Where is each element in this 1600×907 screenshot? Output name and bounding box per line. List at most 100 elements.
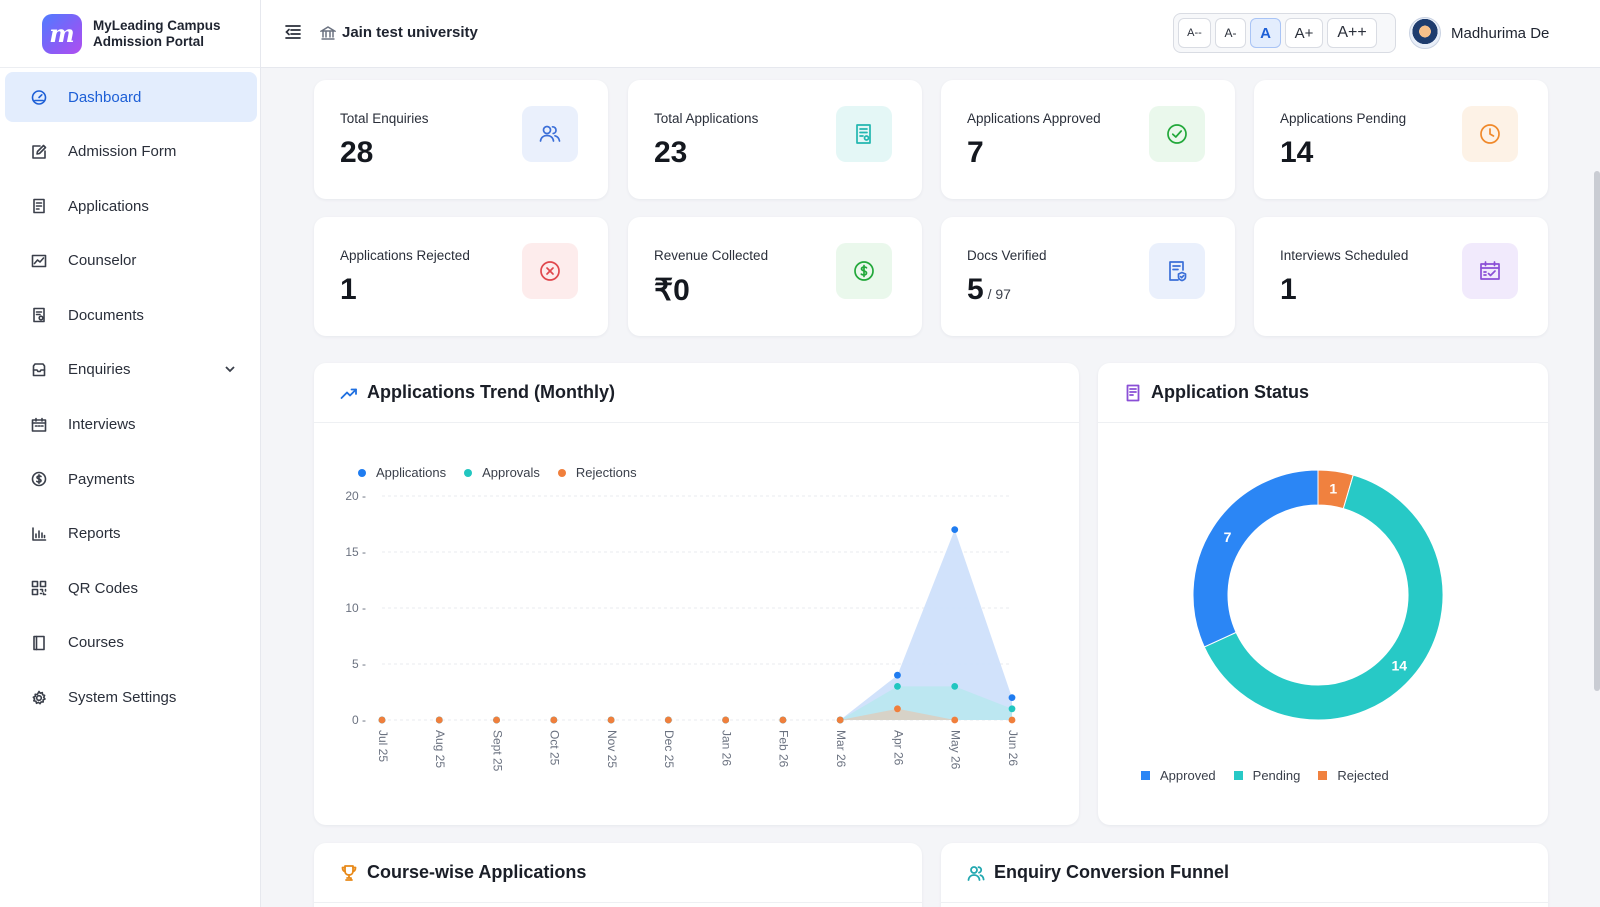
x-tick-label: Jul 25: [376, 730, 390, 762]
sidebar-item-label: System Settings: [68, 689, 177, 707]
legend-approved[interactable]: Approved: [1141, 768, 1216, 783]
legend-label: Rejected: [1337, 768, 1389, 783]
stat-card-total-enquiries[interactable]: Total Enquiries 28: [314, 80, 608, 199]
university-selector[interactable]: Jain test university: [320, 24, 478, 41]
data-point-rejections: [378, 716, 386, 724]
sidebar-item-courses[interactable]: Courses: [5, 618, 257, 668]
panel-title: Applications Trend (Monthly): [367, 382, 615, 402]
legend-swatch: [464, 468, 473, 477]
legend-swatch: [1233, 771, 1243, 780]
sidebar-item-dashboard[interactable]: Dashboard: [5, 72, 257, 122]
legend-applications[interactable]: Applications: [358, 465, 446, 480]
sidebar-item-system-settings[interactable]: System Settings: [5, 673, 257, 723]
legend-label: Rejections: [575, 465, 637, 480]
verified-doc-icon: [1149, 243, 1205, 299]
sidebar-item-admission-form[interactable]: Admission Form: [5, 127, 257, 177]
pie-slice-approved: [1192, 469, 1319, 648]
legend-swatch: [358, 468, 366, 477]
panel-header: Enquiry Conversion Funnel: [941, 843, 1548, 903]
scrollbar-thumb[interactable]: [1594, 171, 1600, 691]
x-circle-icon: [522, 243, 578, 299]
sidebar-item-counselor[interactable]: Counselor: [5, 236, 257, 286]
font-size-default-button[interactable]: A: [1250, 18, 1281, 48]
stat-card-total-applications[interactable]: Total Applications 23: [628, 80, 922, 199]
edit-form-icon: [30, 143, 48, 161]
sidebar-nav: Dashboard Admission Form Applications Co…: [0, 72, 261, 727]
legend-swatch: [1318, 771, 1328, 780]
stat-value: 5 / 97: [967, 273, 1011, 307]
legend-rejected[interactable]: Rejected: [1318, 768, 1389, 783]
sidebar-item-label: Admission Form: [68, 143, 177, 161]
counselor-chart-icon: [30, 252, 48, 270]
stat-label: Docs Verified: [967, 248, 1047, 263]
font-size-largest-button[interactable]: A++: [1327, 18, 1377, 48]
docs-total: / 97: [983, 286, 1011, 302]
sidebar-item-interviews[interactable]: Interviews: [5, 400, 257, 450]
chevron-down-icon[interactable]: [223, 362, 237, 376]
stat-card-applications-approved[interactable]: Applications Approved 7: [941, 80, 1235, 199]
brand-line1: MyLeading Campus: [93, 17, 221, 33]
user-menu[interactable]: Madhurima De: [1409, 17, 1549, 49]
menu-toggle-icon[interactable]: [283, 22, 303, 42]
data-point-applications: [951, 526, 959, 533]
stat-card-docs-verified[interactable]: Docs Verified 5 / 97: [941, 217, 1235, 336]
trend-legend: Applications Approvals Rejections: [358, 465, 637, 480]
docs-verified-count: 5: [967, 273, 984, 306]
x-tick-label: Aug 25: [433, 730, 447, 768]
stat-card-applications-rejected[interactable]: Applications Rejected 1: [314, 217, 608, 336]
sidebar-item-label: Dashboard: [68, 88, 142, 106]
legend-approvals[interactable]: Approvals: [464, 465, 540, 480]
sidebar-item-label: Courses: [68, 634, 124, 652]
brand-logo: m: [42, 13, 82, 54]
stat-value: 28: [340, 136, 374, 169]
brand-name: MyLeading Campus Admission Portal: [93, 18, 221, 50]
pie-slice-pending: [1203, 474, 1444, 721]
stat-value: 23: [654, 136, 688, 169]
x-tick-label: Sept 25: [490, 730, 504, 772]
sidebar-item-applications[interactable]: Applications: [5, 181, 257, 231]
users-icon: [522, 106, 578, 162]
data-point-approvals: [951, 683, 959, 690]
users-icon: [967, 865, 985, 881]
brand-line2: Admission Portal: [93, 33, 205, 49]
sidebar-item-label: Payments: [68, 470, 135, 488]
font-size-smaller-button[interactable]: A-: [1215, 18, 1246, 48]
stat-value: 1: [1280, 273, 1297, 306]
gear-icon: [30, 689, 48, 707]
stat-label: Applications Pending: [1280, 111, 1407, 126]
trend-up-icon: [340, 388, 357, 399]
sidebar-item-payments[interactable]: Payments: [5, 454, 257, 504]
data-point-rejections: [607, 716, 615, 724]
book-icon: [30, 634, 48, 652]
bar-chart-icon: [30, 525, 48, 543]
font-size-larger-button[interactable]: A+: [1285, 18, 1323, 48]
legend-rejections[interactable]: Rejections: [557, 465, 637, 480]
legend-label: Applications: [376, 465, 447, 480]
slice-label: 14: [1391, 657, 1407, 673]
legend-swatch: [557, 468, 566, 477]
applications-trend-panel: Applications Trend (Monthly) Application…: [314, 363, 1079, 825]
scrollbar[interactable]: [1568, 68, 1600, 907]
data-point-approvals: [1008, 705, 1016, 713]
sidebar-item-enquiries[interactable]: Enquiries: [5, 345, 257, 395]
sidebar-item-label: Counselor: [68, 252, 137, 270]
sidebar-item-documents[interactable]: Documents: [5, 290, 257, 340]
data-point-applications: [894, 671, 901, 679]
stat-value: 7: [967, 136, 984, 169]
application-status-panel: Application Status 1 14 7 Approved Pending…: [1098, 363, 1548, 825]
sidebar-item-qr-codes[interactable]: QR Codes: [5, 563, 257, 613]
application-status-chart: 1 14 7: [1192, 469, 1444, 721]
font-size-smallest-button[interactable]: A--: [1178, 18, 1211, 48]
sidebar-item-reports[interactable]: Reports: [5, 509, 257, 559]
logo-letter: m: [49, 19, 75, 48]
stat-value: 1: [340, 273, 357, 306]
stat-card-applications-pending[interactable]: Applications Pending 14: [1254, 80, 1548, 199]
stat-card-revenue-collected[interactable]: Revenue Collected ₹0: [628, 217, 922, 336]
stat-card-interviews-scheduled[interactable]: Interviews Scheduled 1: [1254, 217, 1548, 336]
calendar-icon: [30, 416, 48, 434]
sidebar: m MyLeading Campus Admission Portal Dash…: [0, 0, 261, 907]
brand[interactable]: m MyLeading Campus Admission Portal: [0, 0, 260, 68]
x-tick-label: Mar 26: [834, 730, 848, 768]
data-point-rejections: [493, 716, 500, 724]
legend-pending[interactable]: Pending: [1233, 768, 1300, 783]
